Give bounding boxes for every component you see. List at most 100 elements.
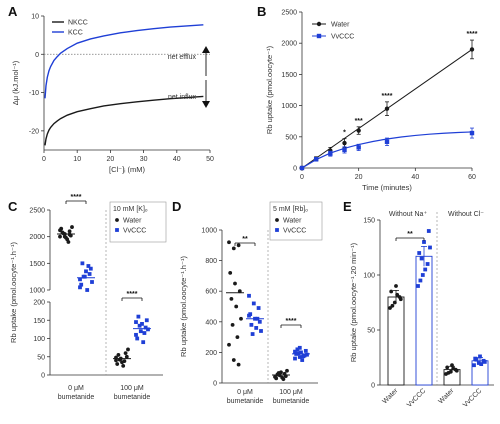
data-point-vvccc [87, 272, 92, 276]
y-tick-label-c: 0 [41, 373, 45, 380]
y-tick-label-c: 2000 [29, 234, 45, 241]
data-point-vvccc [419, 256, 424, 261]
category-label-e: VvCCC [406, 387, 427, 408]
data-point-water [121, 363, 126, 368]
data-point-vvccc [85, 288, 90, 292]
data-point-water [115, 362, 120, 366]
data-point-vvccc [426, 229, 431, 233]
data-point-water [116, 353, 121, 357]
data-point-vvccc [259, 329, 263, 333]
data-point-vvccc [297, 345, 302, 350]
x-axis-label-a: [Cl⁻]ᵢ (mM) [109, 165, 145, 174]
group-label-c: bumetanide [58, 394, 95, 401]
legend-label-b: VvCCC [331, 34, 354, 41]
y-tick-label-c: 2500 [29, 208, 45, 215]
legend-label-a: KCC [68, 30, 83, 37]
data-point-water [66, 240, 71, 244]
data-point-vvccc [79, 282, 84, 287]
data-point-vvccc [299, 350, 303, 355]
data-point-vvccc [247, 293, 251, 298]
data-point-vvccc [141, 340, 146, 345]
panel-label-e: E [343, 199, 352, 214]
data-point-vvccc [474, 357, 479, 362]
group-title-e: Without Na⁺ [389, 211, 428, 218]
bar-water [387, 296, 405, 386]
legend-label-d: VvCCC [283, 228, 306, 235]
legend-label-d: Water [283, 218, 302, 225]
data-point-vvccc [479, 362, 484, 366]
data-point-water [384, 106, 390, 111]
legend-marker-b [316, 33, 322, 39]
data-point-vvccc [418, 278, 423, 283]
data-point-vvccc [254, 326, 259, 330]
x-tick-label-a: 30 [140, 156, 148, 163]
data-point-water [236, 362, 241, 367]
data-point-water [395, 292, 400, 297]
data-point-water [454, 368, 459, 373]
data-point-vvccc [250, 332, 255, 336]
legend-marker-c [115, 218, 119, 222]
data-point-water [70, 225, 74, 229]
panel-label-a: A [8, 4, 18, 19]
data-point-water [469, 47, 475, 52]
group-label-d: 0 μM [237, 389, 253, 396]
data-point-vvccc [84, 269, 88, 274]
data-point-water [230, 322, 235, 327]
data-point-vvccc [328, 151, 333, 156]
annotation-net-efflux: net efflux [168, 54, 197, 61]
data-point-vvccc [146, 327, 150, 332]
significance-marker-b: **** [382, 93, 393, 100]
data-point-water [122, 359, 127, 364]
data-point-vvccc [247, 313, 251, 318]
x-tick-label-a: 10 [73, 156, 81, 163]
legend-label-c: VvCCC [123, 228, 146, 235]
panel-b: B0 20 40 6005001000150020002500************… [257, 4, 478, 192]
data-point-vvccc [90, 280, 94, 284]
data-point-water [237, 289, 242, 294]
y-tick-label-b: 2500 [281, 10, 297, 17]
data-point-vvccc [143, 325, 148, 330]
significance-marker: **** [286, 318, 297, 325]
y-axis-label-e: Rb uptake (pmol.oocyte⁻¹.20 min⁻¹) [349, 242, 358, 362]
data-point-water [392, 300, 397, 305]
data-point-vvccc [249, 322, 254, 327]
y-tick-label-d: 0 [213, 381, 217, 388]
y-tick-label-d: 800 [205, 258, 217, 265]
data-point-vvccc [420, 273, 425, 277]
data-point-water [276, 371, 281, 375]
y-tick-label-c: 50 [37, 354, 45, 361]
group-label-d: bumetanide [227, 398, 264, 405]
data-point-vvccc [303, 348, 308, 353]
data-point-water [67, 232, 72, 237]
y-tick-label-b: 2000 [281, 41, 297, 48]
category-label-e: Water [437, 387, 455, 405]
data-point-vvccc [257, 319, 262, 324]
y-axis-label-a: Δμ (kJ.mol⁻¹) [11, 60, 20, 105]
data-point-water [281, 377, 286, 382]
panel-e: E 0 50 100 150 Without Na⁺ Without Cl⁻ Water VvC… [343, 199, 494, 409]
data-point-vvccc [251, 301, 256, 306]
data-point-water [342, 140, 347, 146]
y-tick-label-c: 1000 [29, 288, 45, 295]
data-point-vvccc [299, 165, 305, 171]
arrowhead-up-a [202, 46, 210, 53]
legend-marker-d [275, 218, 279, 222]
data-point-water [227, 240, 231, 245]
data-point-vvccc [305, 352, 309, 357]
data-point-vvccc [78, 277, 82, 282]
y-axis-label-c: Rb uptake (pmol.oocyte⁻¹.h⁻¹) [9, 242, 18, 343]
data-point-water [233, 281, 237, 286]
y-tick-label-d: 400 [205, 319, 217, 326]
data-point-water [231, 246, 236, 251]
data-point-vvccc [478, 354, 482, 359]
y-tick-label-b: 1500 [281, 72, 297, 79]
y-tick-label-a: -10 [29, 90, 39, 97]
data-point-vvccc [482, 360, 487, 364]
data-point-water [229, 296, 234, 301]
x-axis-label-b: Time (minutes) [362, 183, 412, 192]
legend-title-d: 5 mM [Rb]ₒ [273, 206, 308, 213]
y-tick-label-e: 150 [363, 218, 375, 225]
data-point-vvccc [138, 329, 143, 334]
